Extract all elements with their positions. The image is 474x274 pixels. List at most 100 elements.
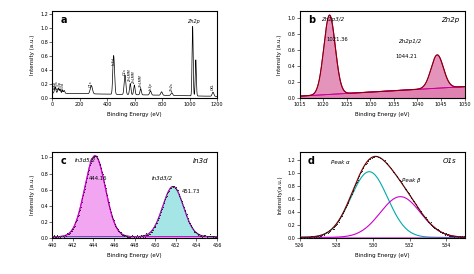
Point — [420, 214, 428, 218]
Point — [409, 197, 416, 201]
Point — [69, 227, 76, 231]
Point — [362, 162, 370, 166]
Point — [109, 217, 117, 221]
Point — [161, 199, 168, 204]
Point — [118, 232, 126, 237]
Point — [94, 157, 102, 162]
Point — [310, 235, 318, 239]
Point — [89, 155, 97, 159]
Point — [48, 234, 56, 239]
Point — [129, 234, 137, 239]
Point — [428, 224, 436, 228]
Point — [100, 180, 108, 184]
Point — [61, 233, 69, 238]
Point — [104, 199, 112, 204]
Point — [411, 201, 419, 206]
Point — [461, 235, 468, 239]
Point — [71, 223, 79, 228]
Point — [450, 235, 457, 239]
Point — [368, 156, 375, 160]
Text: a: a — [60, 15, 67, 25]
Point — [374, 154, 381, 158]
Point — [410, 199, 418, 204]
Point — [298, 236, 306, 241]
Point — [422, 215, 429, 219]
Point — [419, 213, 427, 218]
Point — [173, 187, 181, 192]
Point — [311, 234, 319, 238]
Point — [201, 233, 208, 238]
Point — [317, 233, 324, 238]
Point — [361, 162, 369, 166]
Point — [340, 209, 348, 213]
Point — [120, 234, 128, 238]
Text: O1s: O1s — [443, 158, 456, 164]
Text: Zn2p: Zn2p — [441, 17, 460, 23]
Point — [397, 179, 404, 184]
Point — [145, 232, 152, 236]
Text: Zn3p: Zn3p — [58, 82, 62, 91]
Point — [318, 233, 326, 238]
Point — [331, 224, 339, 228]
Point — [131, 236, 139, 240]
Point — [102, 185, 109, 190]
Point — [176, 196, 184, 200]
Point — [351, 183, 359, 187]
Point — [115, 229, 123, 233]
Point — [113, 225, 121, 230]
Point — [296, 234, 303, 238]
Point — [365, 158, 372, 162]
Point — [146, 232, 153, 236]
Point — [130, 235, 138, 239]
Point — [326, 228, 333, 232]
Point — [300, 234, 308, 239]
Text: OKL: OKL — [211, 83, 215, 90]
Point — [430, 226, 438, 231]
Point — [337, 216, 344, 220]
Point — [86, 163, 93, 167]
Point — [97, 165, 105, 170]
Point — [93, 156, 101, 160]
Point — [154, 218, 161, 222]
Point — [403, 188, 410, 193]
Point — [358, 169, 365, 173]
Point — [95, 160, 103, 164]
Point — [307, 235, 314, 240]
Point — [142, 233, 149, 237]
Point — [101, 183, 109, 187]
Point — [191, 230, 198, 234]
Point — [385, 164, 393, 168]
Point — [151, 225, 158, 230]
Point — [75, 213, 82, 218]
Point — [183, 212, 191, 216]
Point — [370, 155, 377, 159]
Point — [60, 234, 67, 239]
Point — [66, 230, 74, 235]
Point — [356, 171, 364, 175]
Y-axis label: Intensity (a.u.): Intensity (a.u.) — [277, 34, 282, 75]
Point — [453, 234, 460, 238]
Point — [111, 222, 118, 226]
Point — [168, 184, 176, 189]
Point — [76, 208, 84, 213]
Point — [203, 235, 210, 239]
Point — [376, 156, 384, 160]
Point — [118, 232, 125, 236]
Point — [447, 233, 455, 238]
Point — [67, 229, 75, 233]
Text: In3d: In3d — [112, 57, 116, 65]
Point — [403, 189, 411, 193]
Point — [175, 192, 182, 196]
Point — [110, 218, 118, 222]
Point — [456, 235, 464, 239]
Point — [419, 212, 426, 216]
Point — [93, 154, 100, 158]
Point — [363, 160, 371, 165]
Point — [339, 211, 346, 215]
Text: d: d — [308, 156, 315, 166]
Point — [78, 200, 85, 204]
Point — [111, 224, 119, 228]
Point — [383, 161, 391, 165]
Point — [83, 176, 91, 181]
Point — [321, 231, 329, 235]
